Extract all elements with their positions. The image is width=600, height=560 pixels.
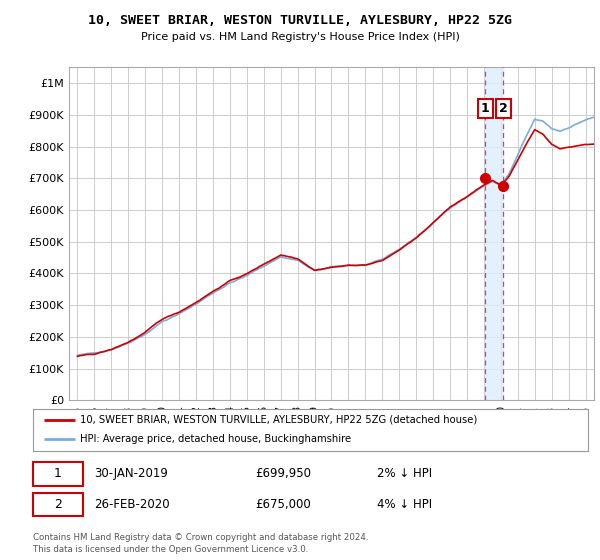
Text: 30-JAN-2019: 30-JAN-2019 bbox=[94, 468, 168, 480]
Text: 1: 1 bbox=[481, 102, 490, 115]
Text: 10, SWEET BRIAR, WESTON TURVILLE, AYLESBURY, HP22 5ZG (detached house): 10, SWEET BRIAR, WESTON TURVILLE, AYLESB… bbox=[80, 415, 478, 424]
Text: HPI: Average price, detached house, Buckinghamshire: HPI: Average price, detached house, Buck… bbox=[80, 435, 352, 445]
Text: 2: 2 bbox=[54, 498, 62, 511]
Text: 1: 1 bbox=[54, 468, 62, 480]
FancyBboxPatch shape bbox=[33, 462, 83, 486]
Text: Price paid vs. HM Land Registry's House Price Index (HPI): Price paid vs. HM Land Registry's House … bbox=[140, 32, 460, 43]
Text: Contains HM Land Registry data © Crown copyright and database right 2024.
This d: Contains HM Land Registry data © Crown c… bbox=[33, 533, 368, 554]
Text: £675,000: £675,000 bbox=[255, 498, 311, 511]
Text: £699,950: £699,950 bbox=[255, 468, 311, 480]
FancyBboxPatch shape bbox=[33, 493, 83, 516]
Text: 26-FEB-2020: 26-FEB-2020 bbox=[94, 498, 170, 511]
Bar bbox=[485, 67, 503, 400]
Text: 2: 2 bbox=[499, 102, 508, 115]
Text: 2% ↓ HPI: 2% ↓ HPI bbox=[377, 468, 432, 480]
Text: 4% ↓ HPI: 4% ↓ HPI bbox=[377, 498, 432, 511]
Text: 10, SWEET BRIAR, WESTON TURVILLE, AYLESBURY, HP22 5ZG: 10, SWEET BRIAR, WESTON TURVILLE, AYLESB… bbox=[88, 14, 512, 27]
